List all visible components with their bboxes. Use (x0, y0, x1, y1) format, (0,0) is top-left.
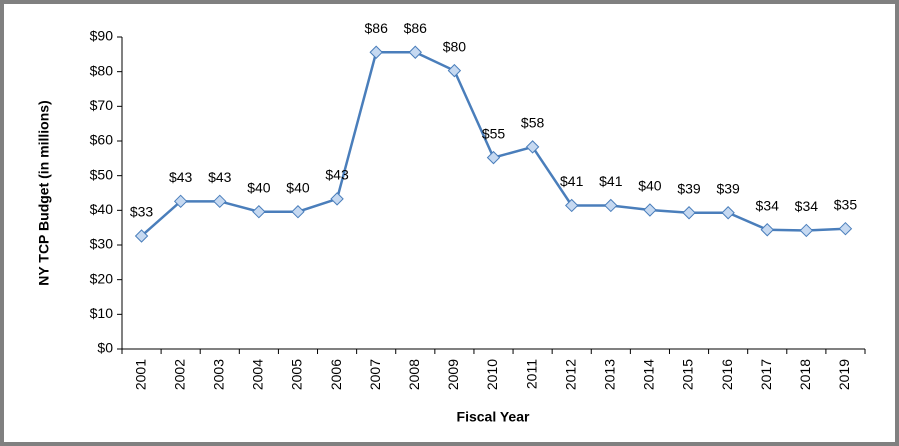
data-point (291, 205, 305, 219)
y-tick-label: $80 (90, 62, 114, 78)
data-label: $34 (795, 198, 819, 214)
x-tick-label: 2017 (758, 359, 774, 390)
x-tick-label: 2004 (250, 359, 266, 390)
y-tick-label: $40 (90, 201, 114, 217)
x-tick-label: 2008 (406, 359, 422, 390)
x-tick-label: 2014 (641, 359, 657, 390)
x-tick-label: 2010 (484, 359, 500, 390)
data-point (838, 221, 853, 236)
x-tick-label: 2002 (171, 359, 187, 390)
data-label: $39 (716, 180, 740, 196)
data-label: $40 (638, 178, 662, 194)
y-tick-label: $30 (90, 236, 114, 252)
x-tick-label: 2018 (797, 359, 813, 390)
y-tick-label: $60 (90, 132, 114, 148)
data-label: $86 (404, 20, 428, 36)
data-point (721, 206, 735, 220)
y-tick-label: $90 (90, 28, 114, 44)
data-label: $40 (286, 179, 310, 195)
x-tick-label: 2016 (719, 359, 735, 390)
y-tick-label: $20 (90, 270, 114, 286)
data-point (369, 45, 383, 59)
x-tick-label: 2009 (445, 359, 461, 390)
x-tick-label: 2001 (132, 359, 148, 390)
data-point (682, 206, 696, 220)
data-point (252, 205, 266, 219)
x-axis-title: Fiscal Year (457, 409, 530, 425)
data-label: $39 (677, 180, 701, 196)
data-label: $35 (834, 196, 858, 212)
data-point (643, 203, 657, 217)
data-point (525, 140, 540, 154)
data-label: $58 (521, 115, 545, 131)
data-point (565, 198, 579, 213)
data-point (799, 223, 814, 238)
data-label: $40 (247, 179, 271, 195)
data-label: $55 (482, 125, 506, 141)
data-point (173, 194, 188, 209)
data-label: $34 (756, 197, 780, 213)
data-point (408, 45, 422, 59)
x-tick-label: 2011 (523, 359, 539, 389)
data-point (330, 192, 344, 206)
x-tick-label: 2007 (367, 359, 383, 390)
data-label: $43 (208, 169, 232, 185)
x-tick-label: 2006 (328, 359, 344, 390)
x-tick-label: 2005 (289, 359, 305, 390)
y-tick-label: $0 (97, 340, 113, 356)
data-label: $86 (365, 20, 389, 36)
x-tick-label: 2013 (602, 359, 618, 390)
x-tick-label: 2019 (836, 359, 852, 390)
x-tick-label: 2003 (210, 359, 226, 390)
data-label: $33 (130, 204, 154, 220)
data-label: $41 (560, 173, 584, 189)
data-point (486, 150, 501, 165)
data-label: $43 (325, 167, 349, 183)
x-tick-label: 2012 (562, 359, 578, 390)
data-point (213, 194, 227, 209)
y-tick-label: $10 (90, 305, 114, 321)
data-point (760, 223, 774, 237)
data-label: $43 (169, 169, 193, 185)
y-axis-title: NY TCP Budget (in millions) (36, 100, 52, 285)
data-point (604, 198, 618, 213)
data-point (447, 63, 462, 78)
y-tick-label: $50 (90, 166, 114, 182)
data-point (134, 229, 149, 243)
data-label: $80 (443, 38, 467, 54)
data-label: $41 (599, 173, 623, 189)
x-tick-label: 2015 (680, 359, 696, 390)
y-tick-label: $70 (90, 97, 114, 113)
